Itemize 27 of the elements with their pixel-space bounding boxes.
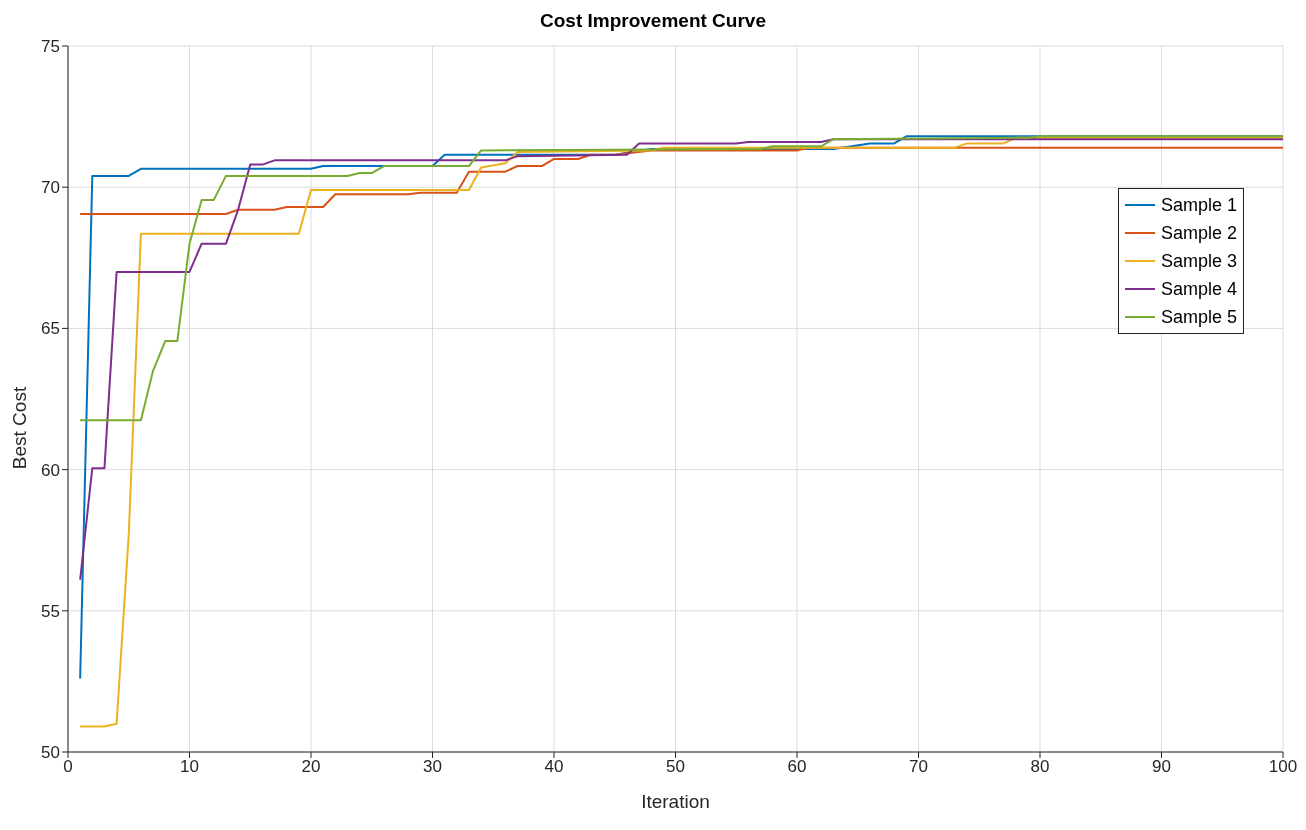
x-tick-label: 10 [180,757,199,777]
x-tick-label: 90 [1152,757,1171,777]
line-series [79,135,1283,422]
x-tick-label: 30 [423,757,442,777]
x-tick-label: 60 [787,757,807,777]
y-tick-label: 70 [41,178,60,198]
legend-label: Sample 5 [1161,306,1238,328]
x-tick-label: 100 [1268,757,1298,777]
legend-label: Sample 1 [1161,194,1238,216]
x-tick-label: 50 [666,757,685,777]
x-tick-label: 40 [544,757,564,777]
legend-label: Sample 4 [1161,278,1238,300]
chart-title: Cost Improvement Curve [539,9,767,33]
y-axis-title: Best Cost [9,386,31,470]
y-tick-label: 50 [41,743,60,763]
x-tick-label: 0 [63,757,73,777]
y-tick-label: 60 [41,460,60,480]
x-tick-label: 70 [909,757,928,777]
legend-label: Sample 3 [1161,250,1238,272]
x-tick-label: 20 [301,757,321,777]
y-tick-label: 75 [41,37,60,57]
y-tick-label: 55 [41,601,60,621]
line-series [79,138,1283,581]
y-tick-label: 65 [41,319,60,339]
x-tick-label: 80 [1030,757,1050,777]
legend-label: Sample 2 [1161,222,1238,244]
x-axis-title: Iteration [641,791,710,812]
